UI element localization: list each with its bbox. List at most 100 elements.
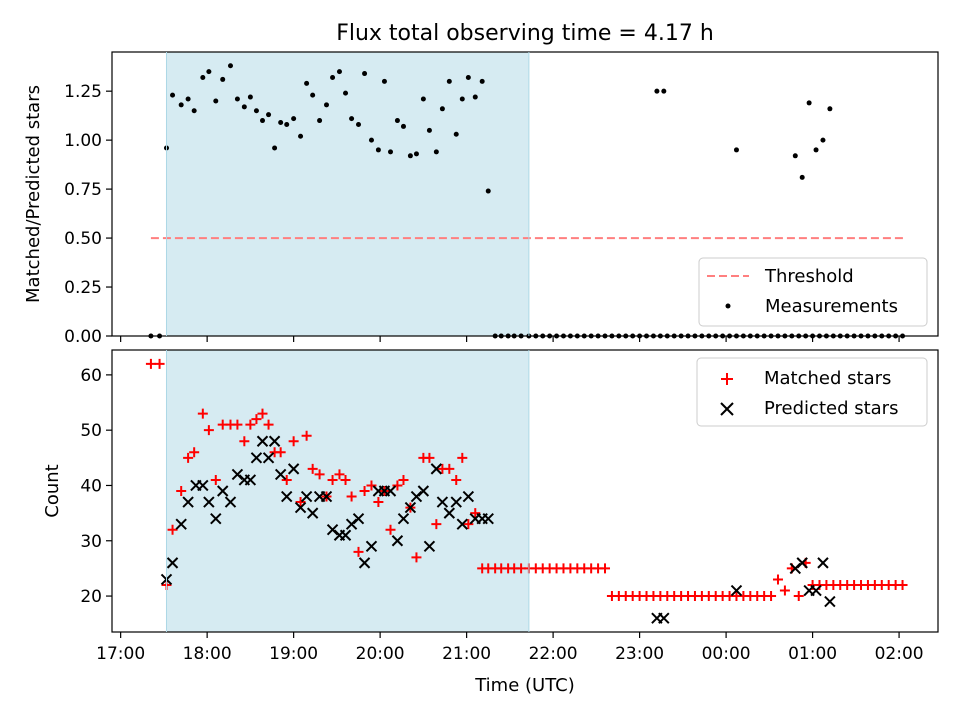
measurement-point <box>284 121 290 127</box>
matched-star-point <box>203 425 214 436</box>
matched-star-point <box>334 469 345 480</box>
matched-star-point <box>385 524 396 535</box>
predicted-star-point <box>384 485 397 497</box>
matched-star-point <box>327 474 338 485</box>
top-observing-window <box>166 52 529 336</box>
matched-star-point <box>353 546 364 557</box>
x-tick-label: 00:00 <box>702 644 751 664</box>
measurement-point <box>220 76 226 82</box>
bottom-observing-window <box>166 350 529 632</box>
legend-predicted-label: Predicted stars <box>764 398 898 419</box>
matched-star-point <box>167 524 178 535</box>
predicted-star-point <box>274 468 287 481</box>
matched-star-point <box>176 486 187 496</box>
top-legend-box <box>698 257 928 327</box>
bottom-axes-frame <box>111 349 939 633</box>
matched-star-point <box>340 474 351 485</box>
measurement-point <box>368 137 374 143</box>
predicted-star-point <box>306 507 319 519</box>
predicted-star-point <box>482 512 494 525</box>
measurement-point <box>253 108 259 114</box>
measurement-point <box>247 94 253 100</box>
matched-star-point <box>373 497 384 508</box>
top-panel: 0.00 0.25 0.50 0.75 1.00 1.25 Matched/Predict… <box>23 51 939 347</box>
measurement-point <box>394 118 400 124</box>
measurement-point <box>178 102 184 108</box>
measurement-point <box>479 78 485 84</box>
predicted-star-point <box>796 557 808 569</box>
measurement-point <box>465 74 471 80</box>
matched-star-point <box>793 591 804 602</box>
measurement-point <box>291 116 297 122</box>
x-axis: 17:00 18:00 19:00 20:00 21:00 22:00 23:00 00:00… <box>96 632 924 664</box>
measurement-point <box>324 102 330 108</box>
top-y-axis-label: Matched/Predicted stars <box>23 85 44 303</box>
predicted-star-point <box>166 557 179 569</box>
legend-threshold-label: Threshold <box>764 266 854 287</box>
matched-star-point <box>183 452 194 463</box>
y-tick-label: 20 <box>80 587 102 607</box>
predicted-star-point <box>824 595 836 608</box>
predicted-star-point <box>417 485 430 497</box>
measurement-point <box>820 137 826 143</box>
x-tick-label: 20:00 <box>356 644 405 664</box>
measurement-point <box>827 106 833 112</box>
matched-star-point <box>431 519 442 530</box>
measurement-point <box>733 147 739 153</box>
measurement-point <box>813 147 819 153</box>
matched-star-point <box>210 474 221 485</box>
measurement-point <box>388 149 394 155</box>
matched-star-point <box>766 591 777 602</box>
bottom-y-axis: 20 30 40 50 60 <box>80 366 112 607</box>
y-tick-label: 0.00 <box>64 327 102 347</box>
y-tick-label: 1.25 <box>64 82 102 102</box>
legend-matched-swatch <box>721 373 733 385</box>
matched-star-point <box>154 358 165 369</box>
measurement-point <box>330 74 336 80</box>
measurement-point <box>349 116 355 122</box>
measurement-point <box>185 96 191 102</box>
matched-star-point <box>281 474 292 485</box>
y-tick-label: 40 <box>80 476 102 496</box>
predicted-star-point <box>352 512 365 525</box>
measurement-point <box>485 188 491 194</box>
legend-matched-label: Matched stars <box>764 368 891 389</box>
predicted-star-point <box>256 435 269 447</box>
predicted-star-point <box>462 490 475 503</box>
measurement-point <box>227 63 233 69</box>
legend-predicted-swatch <box>720 402 734 416</box>
measurement-point <box>381 78 387 84</box>
y-tick-label: 1.00 <box>64 131 102 151</box>
measurement-point <box>234 96 240 102</box>
x-tick-label: 22:00 <box>529 644 578 664</box>
measurement-point <box>453 131 459 137</box>
measurement-point <box>459 96 465 102</box>
measurement-point <box>191 108 197 114</box>
matched-star-point <box>897 580 908 590</box>
measurement-point <box>654 88 660 94</box>
y-tick-label: 30 <box>80 532 102 552</box>
x-tick-label: 18:00 <box>183 644 232 664</box>
matched-star-point <box>779 585 790 596</box>
top-y-axis: 0.00 0.25 0.50 0.75 1.00 1.25 <box>64 82 112 347</box>
x-tick-label: 21:00 <box>442 644 491 664</box>
predicted-star-point <box>287 463 300 475</box>
matched-star-point <box>463 519 474 530</box>
predicted-star-point <box>430 463 443 475</box>
predicted-star-point <box>339 529 352 541</box>
matched-star-point <box>444 463 455 474</box>
top-legend: Threshold Measurements <box>698 257 928 327</box>
matched-star-point <box>145 358 156 369</box>
x-tick-label: 02:00 <box>875 644 924 664</box>
measurement-point <box>799 174 805 180</box>
predicted-stars-series <box>160 435 836 624</box>
measurement-point <box>661 88 667 94</box>
matched-star-point <box>263 419 274 430</box>
predicted-star-point <box>391 535 404 547</box>
matched-star-point <box>314 469 325 480</box>
top-axes-frame <box>111 51 939 337</box>
x-axis-label: Time (UTC) <box>474 675 575 696</box>
matched-star-point <box>245 419 256 430</box>
predicted-star-point <box>182 496 194 508</box>
measurement-point <box>446 78 452 84</box>
